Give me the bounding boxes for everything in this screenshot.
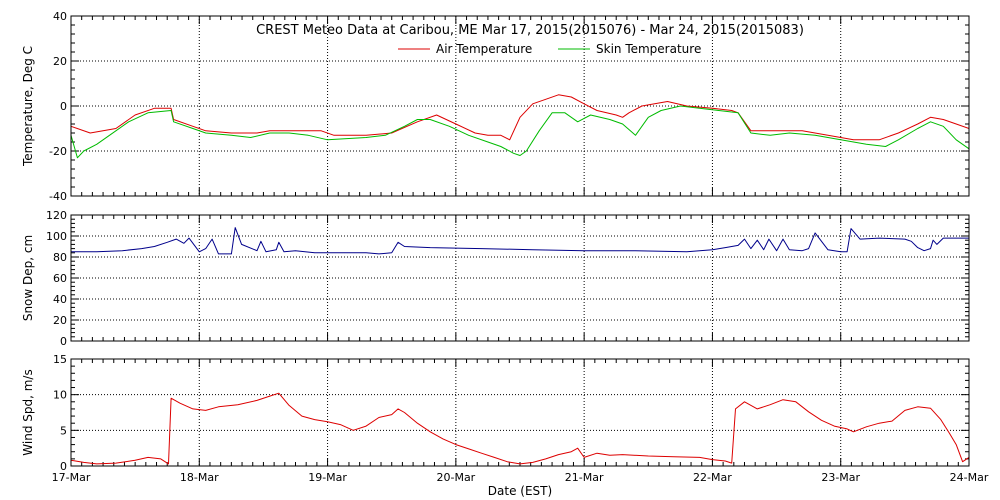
panel-wind: 0 5 10 15 Wind Spd, m/s [21,353,970,473]
x-tick-label: 23-Mar [821,471,860,484]
chart-title: CREST Meteo Data at Caribou, ME Mar 17, … [256,23,804,38]
y-tick-label: 60 [53,272,67,285]
x-tick-label: 18-Mar [180,471,219,484]
y-tick-label: 0 [60,100,67,113]
x-axis-tick-labels: 17-Mar 18-Mar 19-Mar 20-Mar 21-Mar 22-Mar 23-M… [52,471,989,484]
y-tick-label: 15 [53,353,67,366]
y-tick-label: 10 [53,389,67,402]
legend: Air Temperature Skin Temperature [398,42,701,56]
x-tick-label: 24-Mar [950,471,989,484]
y-tick-label: 20 [53,314,67,327]
panel-temperature: -40 -20 0 20 40 Temperature, Deg C [21,10,970,203]
y-axis-title-temperature: Temperature, Deg C [21,46,35,167]
y-tick-label: 40 [53,10,67,23]
panel-frame [70,214,970,342]
y-tick-label: 120 [46,209,67,222]
y-tick-label: 100 [46,230,67,243]
x-tick-label: 20-Mar [436,471,475,484]
panel-frame [70,358,970,467]
x-tick-label: 22-Mar [693,471,732,484]
y-tick-label: 20 [53,55,67,68]
y-tick-label: 5 [60,424,67,437]
panel-frame [70,15,970,197]
x-tick-label: 17-Mar [52,471,91,484]
y-tick-label: -20 [49,145,67,158]
series-line-temperature-0 [70,94,970,141]
legend-label-1: Skin Temperature [596,42,701,56]
y-axis-title-snow: Snow Dep, cm [21,235,35,321]
series-line-wind-0 [70,392,970,465]
x-axis-title: Date (EST) [488,484,552,498]
x-tick-label: 19-Mar [308,471,347,484]
y-tick-label: 40 [53,293,67,306]
series-line-temperature-1 [70,105,970,159]
y-tick-label: 0 [60,335,67,348]
y-tick-label: 80 [53,251,67,264]
chart-panels: -40 -20 0 20 40 Temperature, Deg C 0 20 40 60 80 10… [21,10,970,473]
y-axis-title-wind: Wind Spd, m/s [21,369,35,455]
panel-snow: 0 20 40 60 80 100 120 Snow Dep, cm [21,209,970,348]
y-tick-label: -40 [49,190,67,203]
y-tick-label: 0 [60,460,67,473]
x-tick-label: 21-Mar [565,471,604,484]
series-line-snow-0 [71,227,969,255]
legend-label-0: Air Temperature [436,42,532,56]
